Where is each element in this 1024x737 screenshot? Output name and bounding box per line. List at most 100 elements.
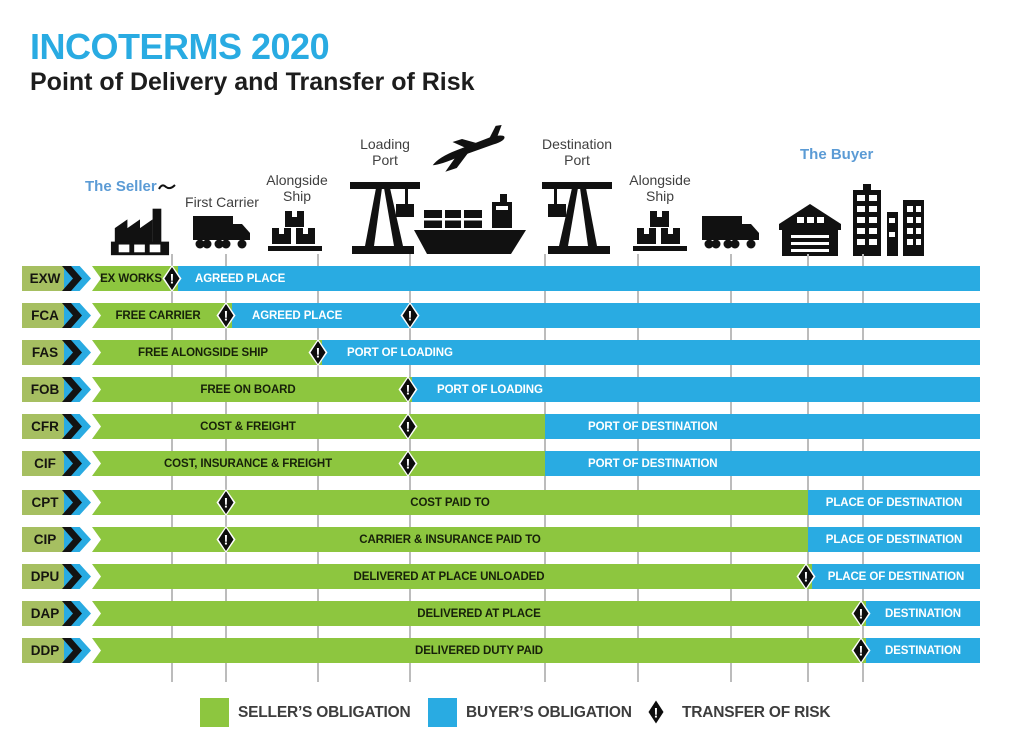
seller-obligation-bar (92, 490, 808, 515)
incoterm-row-cfr: CFR COST & FREIGHT PORT OF DESTINATION ! (22, 413, 980, 440)
incoterm-code: FAS (22, 340, 68, 365)
factory-icon (109, 204, 171, 256)
incoterm-code: CFR (22, 414, 68, 439)
buyer-place-label: DESTINATION (885, 607, 961, 620)
incoterm-row-fca: FCA FREE CARRIER AGREED PLACE ! ! (22, 302, 980, 329)
incoterm-code: DDP (22, 638, 68, 663)
page-subtitle: Point of Delivery and Transfer of Risk (30, 68, 475, 96)
seller-obligation-bar (92, 303, 232, 328)
buyer-place-label: PORT OF LOADING (347, 346, 453, 359)
seller-term-label: DELIVERED AT PLACE UNLOADED (353, 570, 545, 583)
station-label-loading-port: Loading Port (360, 136, 410, 168)
seller-term-label: FREE ALONGSIDE SHIP (138, 346, 268, 359)
seller-term-label: COST, INSURANCE & FREIGHT (163, 457, 333, 470)
seller-obligation-bar (92, 451, 545, 476)
buyer-place-label: PORT OF LOADING (437, 383, 543, 396)
legend-buyer-label: BUYER’S OBLIGATION (466, 704, 632, 721)
seller-term-label: CARRIER & INSURANCE PAID TO (359, 533, 541, 546)
buildings-icon (849, 184, 927, 256)
seller-term-label: DELIVERED AT PLACE (417, 607, 541, 620)
buyer-place-label: PLACE OF DESTINATION (825, 533, 963, 546)
seller-obligation-swatch (200, 698, 229, 727)
cargo-boxes-icon (268, 209, 322, 251)
legend-risk-label: TRANSFER OF RISK (682, 704, 831, 721)
incoterm-code: EXW (22, 266, 68, 291)
incoterm-code: DAP (22, 601, 68, 626)
incoterm-row-dpu: DPU DELIVERED AT PLACE UNLOADED PLACE OF… (22, 563, 980, 590)
buyer-obligation-bar (322, 340, 980, 365)
transfer-of-risk-icon: ! (400, 302, 420, 329)
station-label-destination-port: Destination Port (541, 136, 613, 168)
seller-obligation-bar (92, 340, 322, 365)
seller-obligation-bar (92, 527, 808, 552)
seller-term-label: COST PAID TO (410, 496, 490, 509)
transfer-of-risk-icon: ! (398, 413, 418, 440)
buyer-place-label: AGREED PLACE (252, 309, 343, 322)
seller-obligation-bar (92, 564, 812, 589)
incoterm-code: DPU (22, 564, 68, 589)
incoterm-row-ddp: DDP DELIVERED DUTY PAID DESTINATION ! (22, 637, 980, 664)
transfer-of-risk-icon: ! (398, 450, 418, 477)
cargo-boxes-icon (633, 209, 687, 251)
incoterm-code: CIP (22, 527, 68, 552)
buyer-obligation-bar (866, 638, 980, 663)
buyer-obligation-bar (812, 564, 980, 589)
seller-label: The Seller (85, 178, 157, 195)
seller-term-label: FREE CARRIER (115, 309, 201, 322)
page-title: INCOTERMS 2020 (30, 26, 330, 67)
buyer-place-label: PORT OF DESTINATION (588, 420, 718, 433)
crane-icon (348, 172, 422, 254)
buyer-obligation-bar (178, 266, 980, 291)
bird-icon (158, 182, 176, 192)
seller-term-label: FREE ON BOARD (200, 383, 296, 396)
seller-obligation-bar (92, 414, 545, 439)
seller-term-label: DELIVERED DUTY PAID (414, 644, 544, 657)
transfer-of-risk-icon: ! (851, 600, 871, 627)
incoterm-code: FCA (22, 303, 68, 328)
transfer-of-risk-icon: ! (216, 526, 236, 553)
station-label-first-carrier: First Carrier (185, 194, 259, 210)
truck-icon (701, 212, 761, 252)
buyer-obligation-bar (808, 490, 980, 515)
incoterm-code: FOB (22, 377, 68, 402)
buyer-place-label: PLACE OF DESTINATION (825, 496, 963, 509)
buyer-obligation-bar (545, 414, 980, 439)
buyer-place-label: PORT OF DESTINATION (588, 457, 718, 470)
truck-icon (192, 212, 252, 252)
transfer-of-risk-icon: ! (851, 637, 871, 664)
buyer-obligation-bar (545, 451, 980, 476)
crane-icon (540, 172, 614, 254)
seller-term-label: EX WORKS (100, 272, 162, 285)
buyer-obligation-bar (808, 527, 980, 552)
seller-obligation-bar (92, 601, 866, 626)
buyer-label: The Buyer (800, 146, 874, 163)
incoterm-row-cif: CIF COST, INSURANCE & FREIGHT PORT OF DE… (22, 450, 980, 477)
buyer-place-label: PLACE OF DESTINATION (827, 570, 965, 583)
buyer-place-label: DESTINATION (885, 644, 961, 657)
incoterm-row-exw: EXW EX WORKS AGREED PLACE ! (22, 265, 980, 292)
transfer-of-risk-icon: ! (398, 376, 418, 403)
buyer-place-label: AGREED PLACE (195, 272, 286, 285)
incoterm-row-fas: FAS FREE ALONGSIDE SHIP PORT OF LOADING … (22, 339, 980, 366)
ship-icon (414, 194, 526, 256)
plane-icon (421, 122, 513, 181)
buyer-obligation-bar (412, 377, 980, 402)
incoterm-row-fob: FOB FREE ON BOARD PORT OF LOADING ! (22, 376, 980, 403)
incoterm-code: CIF (22, 451, 68, 476)
buyer-obligation-bar (866, 601, 980, 626)
incoterm-row-cpt: CPT COST PAID TO PLACE OF DESTINATION ! (22, 489, 980, 516)
warehouse-icon (779, 202, 841, 256)
transfer-of-risk-icon: ! (308, 339, 328, 366)
incoterm-code: CPT (22, 490, 68, 515)
transfer-of-risk-icon: ! (162, 265, 182, 292)
seller-obligation-bar (92, 377, 412, 402)
buyer-obligation-bar (232, 303, 980, 328)
incoterm-row-dap: DAP DELIVERED AT PLACE DESTINATION ! (22, 600, 980, 627)
seller-term-label: COST & FREIGHT (200, 420, 296, 433)
transfer-of-risk-icon: ! (216, 302, 236, 329)
incoterm-row-cip: CIP CARRIER & INSURANCE PAID TO PLACE OF… (22, 526, 980, 553)
transfer-of-risk-icon: ! (646, 698, 666, 726)
transfer-of-risk-icon: ! (216, 489, 236, 516)
station-label-alongside-ship-2: Alongside Ship (629, 172, 691, 204)
